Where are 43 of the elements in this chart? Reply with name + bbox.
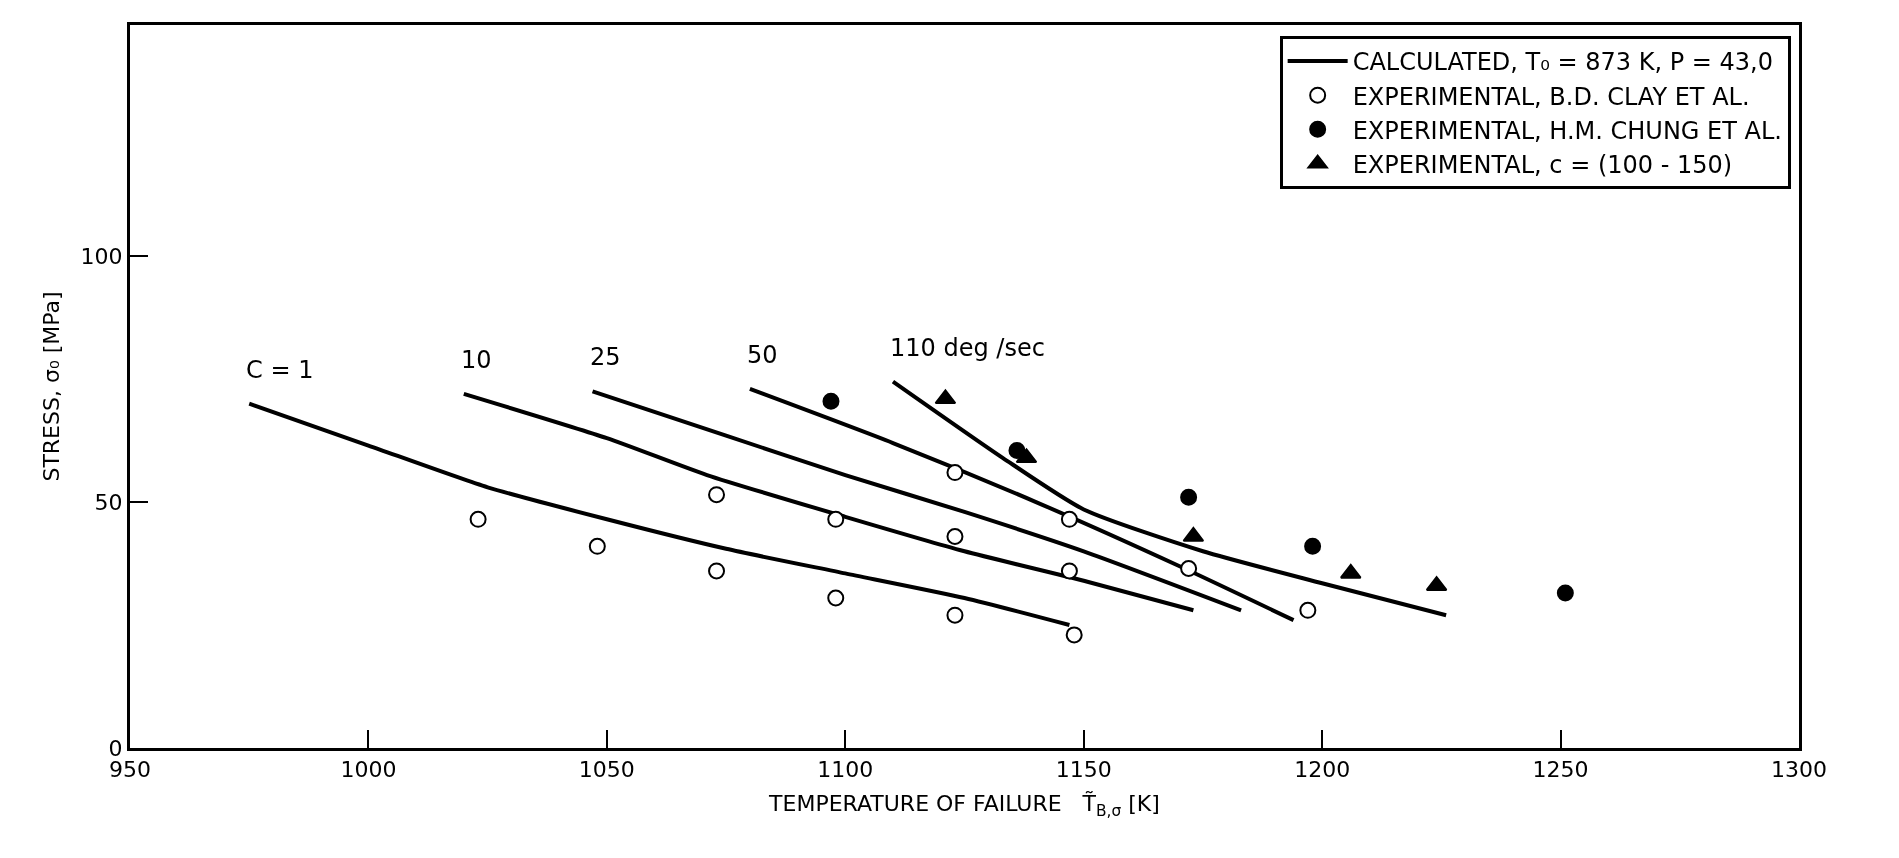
y-axis-title: STRESS, σ₀ [MPa] (39, 291, 65, 482)
point (1008, 441, 1026, 459)
x-tick-label: 1250 (1532, 757, 1589, 783)
x-tick-label: 1100 (817, 757, 874, 783)
y-tick-label: 50 (94, 489, 123, 515)
point (708, 562, 726, 580)
annotation: 25 (590, 343, 621, 371)
point (1556, 584, 1574, 602)
point (1060, 510, 1078, 528)
point (946, 528, 964, 545)
x-tick-label: 1200 (1294, 757, 1351, 783)
x-tick-label: 1300 (1771, 757, 1827, 783)
annotation: 110 deg /sec (890, 334, 1045, 362)
point (1299, 601, 1317, 619)
line-series (747, 386, 1296, 623)
point (1065, 626, 1083, 644)
legend-label: EXPERIMENTAL, B.D. CLAY ET AL. (1352, 82, 1750, 111)
x-tick-label: 1000 (340, 757, 397, 783)
legend-label: EXPERIMENTAL, c = (100 - 150) (1352, 150, 1733, 179)
point (1180, 488, 1198, 506)
line-series (890, 379, 1449, 618)
legend-label: CALCULATED, T₀ = 873 K, P = 43,0 (1352, 48, 1773, 77)
point (1180, 559, 1198, 577)
annotation: 10 (461, 346, 492, 374)
line-series (590, 389, 1244, 613)
point (827, 589, 845, 607)
line-series (461, 391, 1196, 613)
y-tick-label: 100 (80, 243, 123, 269)
point (822, 392, 840, 410)
point (946, 464, 964, 482)
point (1060, 562, 1078, 580)
legend-label: EXPERIMENTAL, H.M. CHUNG ET AL. (1352, 116, 1782, 145)
point (469, 510, 487, 528)
x-tick-label: 1050 (578, 757, 635, 783)
point (1304, 537, 1322, 555)
point (708, 486, 726, 504)
x-axis-title: TEMPERATURE OF FAILURE T̃$_{B,σ}$ [K] (768, 791, 1160, 820)
point (588, 537, 606, 555)
annotation: C = 1 (246, 356, 314, 384)
point (946, 606, 964, 624)
x-tick-label: 1150 (1055, 757, 1112, 783)
point (827, 510, 845, 528)
annotation: 50 (747, 341, 778, 369)
